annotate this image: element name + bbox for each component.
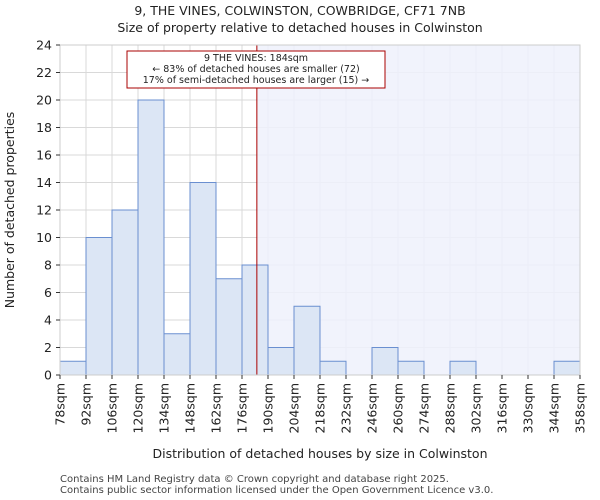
x-tick-label: 120sqm	[131, 383, 146, 433]
x-tick-label: 162sqm	[209, 383, 224, 433]
footer-line-1: Contains HM Land Registry data © Crown c…	[60, 474, 449, 485]
x-axis-label: Distribution of detached houses by size …	[152, 446, 487, 461]
x-tick-label: 260sqm	[391, 383, 406, 433]
y-tick-label: 18	[36, 120, 52, 135]
y-tick-label: 0	[44, 368, 52, 383]
y-tick-label: 4	[44, 313, 52, 328]
bar-162sqm	[215, 278, 243, 376]
y-tick-label: 16	[36, 148, 52, 163]
y-tick-label: 20	[36, 93, 52, 108]
x-tick-label: 78sqm	[53, 383, 68, 426]
x-tick-label: 218sqm	[313, 383, 328, 433]
bar-260sqm	[397, 360, 425, 376]
annotation-line-2: ← 83% of detached houses are smaller (72…	[152, 64, 359, 75]
y-tick-label: 24	[36, 38, 52, 53]
bar-78sqm	[59, 360, 87, 376]
annotation-line-3: 17% of semi-detached houses are larger (…	[143, 75, 370, 86]
bar-288sqm	[449, 360, 477, 376]
x-tick-label: 176sqm	[235, 383, 250, 433]
x-tick-label: 92sqm	[79, 383, 94, 426]
y-tick-label: 12	[36, 203, 52, 218]
x-tick-label: 148sqm	[183, 383, 198, 433]
y-tick-label: 8	[44, 258, 52, 273]
x-tick-label: 106sqm	[105, 383, 120, 433]
x-tick-label: 330sqm	[521, 383, 536, 433]
x-tick-label: 358sqm	[573, 383, 588, 433]
x-tick-label: 232sqm	[339, 383, 354, 433]
annotation-line-1: 9 THE VINES: 184sqm	[204, 53, 308, 64]
bar-246sqm	[371, 347, 399, 376]
x-tick-label: 274sqm	[417, 383, 432, 433]
bar-218sqm	[319, 360, 347, 376]
bar-190sqm	[267, 347, 295, 376]
x-tick-label: 134sqm	[157, 383, 172, 433]
y-axis-label: Number of detached properties	[2, 112, 17, 309]
bar-134sqm	[163, 333, 191, 376]
y-tick-label: 14	[36, 175, 52, 190]
bar-148sqm	[189, 182, 217, 376]
chart-title: 9, THE VINES, COLWINSTON, COWBRIDGE, CF7…	[134, 3, 465, 18]
x-ticks: 78sqm 92sqm 106sqm 120sqm 134sqm 148sqm 162sqm…	[53, 375, 588, 433]
bar-204sqm	[293, 305, 321, 376]
bar-106sqm	[111, 209, 139, 376]
annotation-border	[126, 50, 386, 89]
x-tick-label: 246sqm	[365, 383, 380, 433]
bars	[59, 99, 581, 376]
bar-92sqm	[85, 237, 113, 376]
chart-subtitle: Size of property relative to detached ho…	[117, 20, 482, 35]
bar-120sqm	[137, 99, 165, 376]
x-tick-label: 302sqm	[469, 383, 484, 433]
y-tick-label: 2	[44, 340, 52, 355]
y-tick-label: 10	[36, 230, 52, 245]
y-tick-label: 22	[36, 65, 52, 80]
annotation-box: 9 THE VINES: 184sqm ← 83% of detached ho…	[126, 50, 386, 89]
y-tick-label: 6	[44, 285, 52, 300]
x-tick-label: 288sqm	[443, 383, 458, 433]
x-tick-label: 316sqm	[495, 383, 510, 433]
x-tick-label: 344sqm	[547, 383, 562, 433]
x-tick-label: 204sqm	[287, 383, 302, 433]
x-tick-label: 190sqm	[261, 383, 276, 433]
footer-line-2: Contains public sector information licen…	[60, 485, 494, 496]
bar-176sqm	[241, 264, 269, 376]
bar-344sqm	[553, 360, 581, 376]
